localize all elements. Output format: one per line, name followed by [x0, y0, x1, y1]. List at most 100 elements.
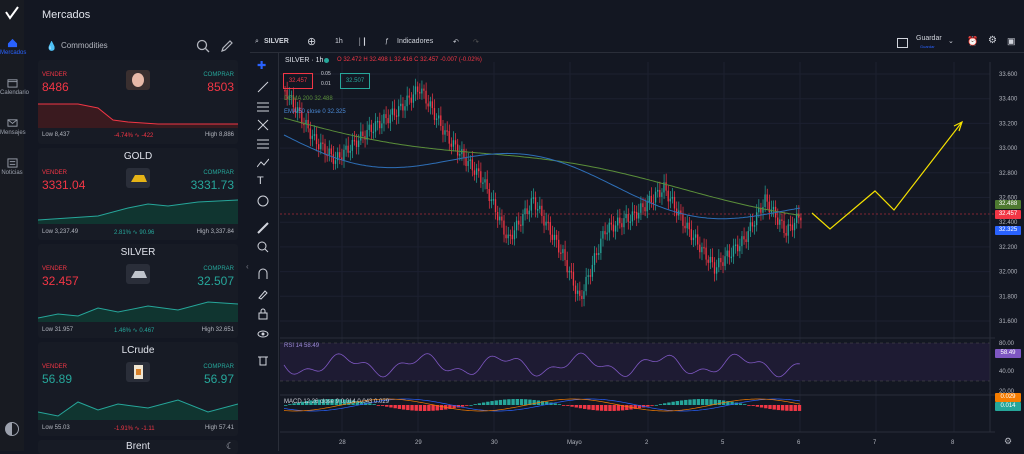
symbol-label[interactable]: SILVER: [264, 38, 289, 45]
candle-body: [772, 206, 775, 210]
candle-body: [336, 152, 339, 161]
sell-price[interactable]: 32.457: [42, 274, 79, 288]
candle-body: [379, 120, 381, 129]
candle-body: [703, 246, 705, 249]
axis-settings-icon[interactable]: ⚙: [1004, 436, 1013, 446]
qty-value[interactable]: 0.01: [321, 81, 331, 87]
candle-body: [560, 252, 562, 254]
calendar-icon: [7, 79, 17, 88]
market-card-0[interactable]: VENDER 8486 COMPRAR 8503 Low 8,437 -4.74…: [38, 60, 238, 144]
macd-line: [283, 398, 800, 412]
trash-icon[interactable]: [257, 353, 269, 366]
candle-body: [292, 95, 295, 108]
lock-icon[interactable]: [257, 307, 269, 320]
sell-box[interactable]: 32.457: [283, 73, 313, 89]
nav-noticias[interactable]: Noticias: [0, 158, 24, 176]
theme-toggle-icon[interactable]: [5, 422, 19, 436]
chart-type-icon[interactable]: │┃: [358, 39, 367, 46]
forecast-icon[interactable]: [256, 156, 270, 168]
fib-icon[interactable]: [257, 137, 269, 149]
gear-icon[interactable]: ⚙: [988, 35, 997, 46]
market-card-silver[interactable]: SILVER VENDER 32.457 COMPRAR 32.507 Low …: [38, 244, 238, 338]
buy-box[interactable]: 32.507: [340, 73, 370, 89]
save-button[interactable]: Guardar: [916, 35, 942, 42]
alert-icon[interactable]: ⏰: [967, 36, 979, 46]
macd-histogram-bar: [633, 405, 637, 409]
macd-histogram-bar: [317, 399, 322, 405]
symbol-search-icon[interactable]: ⌕: [255, 38, 259, 45]
moon-icon[interactable]: ☾: [226, 441, 235, 451]
candle-body: [697, 234, 699, 245]
interval-button[interactable]: 1h: [335, 38, 343, 45]
pattern-icon[interactable]: [257, 118, 269, 131]
sell-price[interactable]: 8486: [42, 80, 69, 94]
redo-icon[interactable]: ↷: [473, 39, 479, 46]
trendline-icon[interactable]: [257, 80, 269, 93]
category-label[interactable]: Commodities: [61, 41, 108, 50]
chevron-down-icon[interactable]: ⌄: [948, 38, 954, 45]
layout-icon[interactable]: [897, 38, 908, 48]
indicators-button[interactable]: Indicadores: [397, 38, 434, 45]
price-tick-label: 32.600: [999, 196, 1018, 202]
market-card-lcrude[interactable]: LCrude VENDER 56.89 COMPRAR 56.97 Low 55…: [38, 342, 238, 436]
candle-body: [783, 220, 785, 234]
nav-calendario[interactable]: Calendario: [0, 78, 29, 96]
sell-price[interactable]: 3331.04: [42, 178, 86, 192]
macd-histogram-bar: [570, 405, 574, 407]
sell-price[interactable]: 56.89: [42, 372, 73, 386]
buy-price[interactable]: 3331.73: [190, 178, 234, 192]
candle-body: [688, 222, 690, 230]
macd-histogram-bar: [759, 405, 764, 408]
emoji-icon[interactable]: [257, 194, 269, 207]
ruler-icon[interactable]: [257, 221, 269, 234]
zoom-icon[interactable]: [257, 240, 269, 253]
macd-histogram-bar: [393, 405, 397, 409]
ema-legend: EMA 50 close 0 32.325: [284, 109, 346, 115]
macd-histogram-bar: [684, 399, 688, 405]
high-value: High 8,886: [204, 132, 234, 138]
indicators-icon[interactable]: ƒ: [385, 38, 389, 45]
add-symbol-icon[interactable]: ⊕: [307, 36, 317, 48]
candle-body: [659, 189, 661, 197]
nav-mensajes[interactable]: Mensajes: [0, 118, 26, 136]
macd-histogram-bar: [477, 403, 482, 405]
macd-histogram-bar: [679, 400, 684, 405]
hlines-icon[interactable]: [257, 99, 269, 112]
macd-histogram-bar: [658, 404, 663, 405]
text-icon[interactable]: T: [257, 175, 264, 187]
macd-histogram-bar: [338, 399, 343, 405]
candle-body: [715, 267, 718, 274]
collapse-panel-icon[interactable]: ‹: [246, 262, 249, 271]
buy-price[interactable]: 8503: [207, 80, 234, 94]
macd-histogram-bar: [566, 405, 570, 406]
macd-histogram-bar: [511, 399, 515, 405]
macd-histogram-bar: [620, 405, 625, 411]
magnet-icon[interactable]: [257, 267, 269, 279]
macd-histogram-bar: [654, 404, 658, 406]
edit-icon[interactable]: [220, 39, 234, 53]
candle-body: [471, 159, 474, 171]
candle-body: [581, 295, 583, 300]
candle-body: [612, 224, 615, 232]
candle-body: [406, 95, 408, 107]
undo-icon[interactable]: ↶: [453, 39, 459, 46]
draw-mode-icon[interactable]: [257, 287, 269, 300]
candle-body: [484, 179, 486, 183]
eye-icon[interactable]: [257, 327, 269, 339]
macd-histogram-bar: [747, 405, 751, 406]
candle-body: [762, 206, 764, 213]
nav-mercados[interactable]: Mercados: [0, 38, 26, 56]
nav-label: Noticias: [1, 170, 23, 176]
logo-icon[interactable]: [5, 6, 19, 20]
candle-body: [442, 125, 444, 135]
market-card-gold[interactable]: GOLD VENDER 3331.04 COMPRAR 3331.73 Low …: [38, 148, 238, 240]
candle-body: [610, 222, 612, 225]
search-icon[interactable]: [196, 39, 210, 53]
buy-price[interactable]: 56.97: [203, 372, 234, 386]
crosshair-icon[interactable]: ✚: [257, 60, 267, 72]
camera-icon[interactable]: ▣: [1007, 36, 1016, 46]
candle-body: [286, 90, 288, 100]
macd-histogram-bar: [288, 404, 292, 405]
buy-price[interactable]: 32.507: [197, 274, 234, 288]
